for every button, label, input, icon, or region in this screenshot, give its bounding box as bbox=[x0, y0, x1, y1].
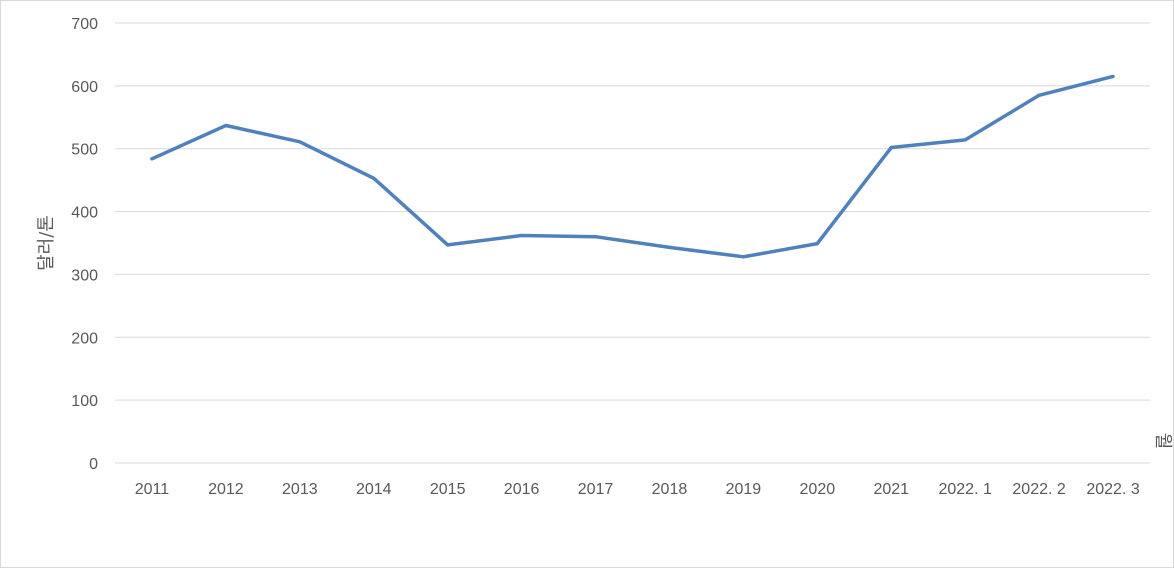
x-tick-label: 2018 bbox=[652, 481, 688, 498]
x-tick-label: 2022. 3 bbox=[1086, 481, 1139, 498]
x-axis-title: 월 bbox=[1152, 433, 1173, 450]
y-axis-title: 달러/톤 bbox=[36, 215, 57, 271]
data-point bbox=[298, 140, 302, 144]
y-tick-label: 200 bbox=[71, 330, 98, 347]
series-layer bbox=[150, 74, 1115, 259]
data-point bbox=[1111, 74, 1115, 79]
data-point bbox=[1037, 93, 1041, 97]
x-tick-label: 2015 bbox=[430, 481, 466, 498]
x-tick-label: 2013 bbox=[282, 481, 318, 498]
y-tick-label: 300 bbox=[71, 267, 98, 284]
gridlines bbox=[115, 22, 1150, 464]
y-tick-label: 600 bbox=[71, 79, 98, 96]
x-tick-label: 2012 bbox=[208, 481, 244, 498]
x-tick-label: 2017 bbox=[578, 481, 614, 498]
y-tick-label: 400 bbox=[71, 205, 98, 222]
x-tick-label: 2011 bbox=[135, 481, 170, 498]
series-line bbox=[150, 74, 1115, 259]
x-tick-label: 2021 bbox=[873, 481, 909, 498]
x-tick-label: 2014 bbox=[356, 481, 392, 498]
y-tick-labels: 0 100 200 300 400 500 600 700 bbox=[71, 16, 98, 473]
data-point bbox=[446, 243, 450, 247]
data-point bbox=[815, 242, 819, 246]
x-tick-label: 2022. 2 bbox=[1012, 481, 1065, 498]
data-point bbox=[667, 245, 672, 249]
y-tick-label: 100 bbox=[71, 393, 98, 410]
y-tick-label: 700 bbox=[71, 16, 98, 33]
data-point bbox=[372, 176, 376, 180]
data-point bbox=[224, 123, 228, 128]
x-tick-label: 2016 bbox=[504, 481, 540, 498]
x-tick-label: 2020 bbox=[800, 481, 836, 498]
y-tick-label: 0 bbox=[89, 456, 98, 473]
y-tick-label: 500 bbox=[71, 142, 98, 159]
data-point bbox=[963, 138, 967, 142]
data-point bbox=[520, 233, 524, 238]
data-point bbox=[150, 157, 154, 161]
data-point bbox=[889, 145, 893, 150]
data-point bbox=[741, 255, 745, 259]
data-point bbox=[593, 235, 598, 239]
x-tick-label: 2019 bbox=[726, 481, 762, 498]
x-tick-label: 2022. 1 bbox=[938, 481, 991, 498]
x-tick-labels: 2011 2012 2013 2014 2015 2016 2017 2018 2019 2020… bbox=[135, 481, 1140, 498]
